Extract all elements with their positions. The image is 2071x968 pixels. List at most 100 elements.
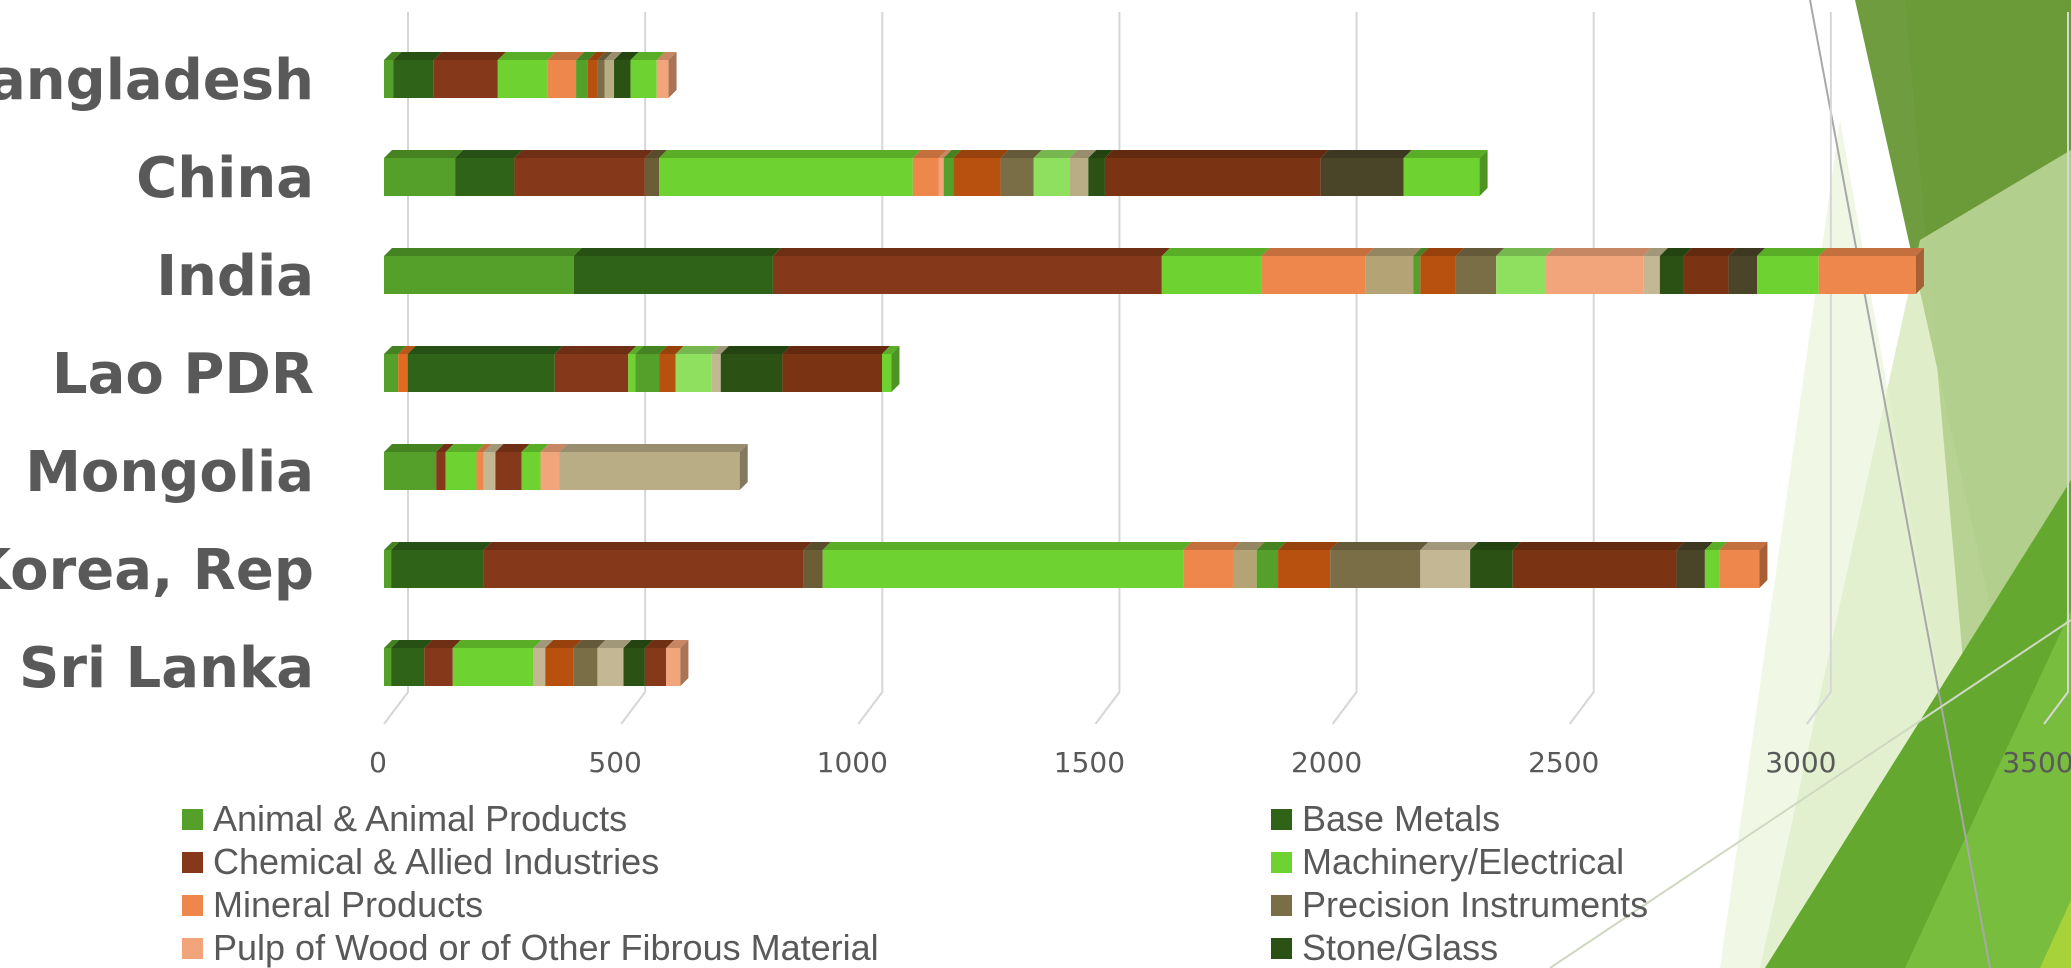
legend-label: Mineral Products [213, 884, 483, 925]
category-label-mongolia: Mongolia [25, 440, 314, 505]
bar-segment [656, 52, 677, 98]
bar-segment [659, 150, 921, 196]
legend-item-pulp-of-wood-or-of-other-fibrous-material: Pulp of Wood or of Other Fibrous Materia… [182, 927, 879, 968]
bar-segment [391, 640, 433, 686]
gridline [857, 12, 884, 725]
bar-segment [436, 444, 454, 490]
bar-segment [559, 444, 748, 490]
bar-segment [628, 346, 644, 392]
legend-label: Stone/Glass [1302, 927, 1498, 968]
bar-segment [659, 346, 684, 392]
bar-segment [547, 52, 585, 98]
bar-segment [1365, 248, 1422, 294]
bar-segment [483, 444, 504, 490]
bar-segment [630, 52, 665, 98]
bar-segment [533, 640, 554, 686]
legend-item-animal-animal-products: Animal & Animal Products [182, 798, 627, 839]
gridline [1094, 12, 1121, 725]
bar-china [384, 150, 1488, 196]
legend: Animal & Animal Products Base Metals Chemi… [182, 798, 1648, 968]
bar-segment [455, 150, 523, 196]
gridline [1568, 12, 1595, 725]
bar-segment [882, 346, 900, 392]
bar-segment [1033, 150, 1078, 196]
legend-label: Chemical & Allied Industries [213, 841, 659, 882]
gridline [2043, 12, 2069, 725]
x-tick-label: 3500 [2002, 746, 2071, 779]
bar-segment [604, 52, 623, 98]
bar-segment [720, 346, 791, 392]
bar-segment [1683, 248, 1737, 294]
bar-segment [1403, 150, 1488, 196]
legend-item-chemical-allied-industries: Chemical & Allied Industries [182, 841, 659, 882]
legend-swatch [1271, 809, 1292, 830]
bar-segment [1183, 542, 1241, 588]
bar-segment [1455, 248, 1505, 294]
bar-segment [384, 346, 407, 392]
legend-swatch [182, 895, 203, 916]
bar-segment [772, 248, 1170, 294]
bar-segment [398, 346, 416, 392]
bar-segment [803, 542, 831, 588]
bar-segment [1420, 248, 1464, 294]
gridline [1806, 12, 1832, 725]
bar-segment [1320, 150, 1412, 196]
grid-lines [383, 12, 2069, 725]
legend-swatch [182, 809, 203, 830]
bar-segment [1659, 248, 1692, 294]
bar-segment [384, 640, 400, 686]
bar-segment [1161, 248, 1270, 294]
bar-segment [384, 150, 464, 196]
bar-segment [822, 542, 1192, 588]
bar-sri-lanka [384, 640, 689, 686]
legend-swatch [182, 852, 203, 873]
bar-segment [1000, 150, 1042, 196]
bar-segment [391, 542, 492, 588]
x-tick-label: 1000 [817, 746, 888, 779]
legend-label: Animal & Animal Products [213, 798, 627, 839]
bar-segment [384, 52, 402, 98]
bar-segment [644, 640, 675, 686]
bar-segment [1676, 542, 1713, 588]
bar-segment [953, 150, 1009, 196]
bar-segment [1088, 150, 1113, 196]
legend-item-stone-glass: Stone/Glass [1271, 927, 1498, 968]
bar-segment [1256, 542, 1287, 588]
bar-segment [554, 346, 637, 392]
x-tick-label: 3000 [1765, 746, 1836, 779]
bar-segment [644, 150, 668, 196]
x-tick-label: 2000 [1291, 746, 1362, 779]
bar-segment [1420, 542, 1479, 588]
gridline [1331, 12, 1358, 725]
bars-group [384, 52, 1924, 686]
bar-segment [514, 150, 653, 196]
category-label-korea-rep: Korea, Rep [0, 538, 314, 603]
bar-segment [573, 640, 606, 686]
category-label-lao-pdr: Lao PDR [52, 342, 314, 407]
bar-segment [384, 248, 582, 294]
bar-segment [623, 640, 653, 686]
bar-segment [943, 150, 962, 196]
legend-label: Pulp of Wood or of Other Fibrous Materia… [213, 927, 879, 968]
category-label-india: India [156, 244, 314, 309]
legend-swatch [1271, 895, 1292, 916]
legend-item-base-metals: Base Metals [1271, 798, 1500, 839]
bar-segment [393, 52, 442, 98]
legend-swatch [182, 938, 203, 959]
bar-segment [573, 248, 781, 294]
bar-segment [495, 444, 530, 490]
bar-segment [433, 52, 506, 98]
bar-segment [1728, 248, 1766, 294]
bar-segment [1757, 248, 1827, 294]
legend-item-machinery-electrical: Machinery/Electrical [1271, 841, 1624, 882]
legend-label: Base Metals [1302, 798, 1500, 839]
bar-segment [912, 150, 947, 196]
decor-triangle-5 [1905, 610, 2071, 968]
bar-india [384, 248, 1924, 294]
gridline [620, 12, 647, 725]
bar-segment [1719, 542, 1768, 588]
x-tick-label: 2500 [1528, 746, 1599, 779]
bar-segment [1069, 150, 1097, 196]
legend-item-precision-instruments: Precision Instruments [1271, 884, 1648, 925]
